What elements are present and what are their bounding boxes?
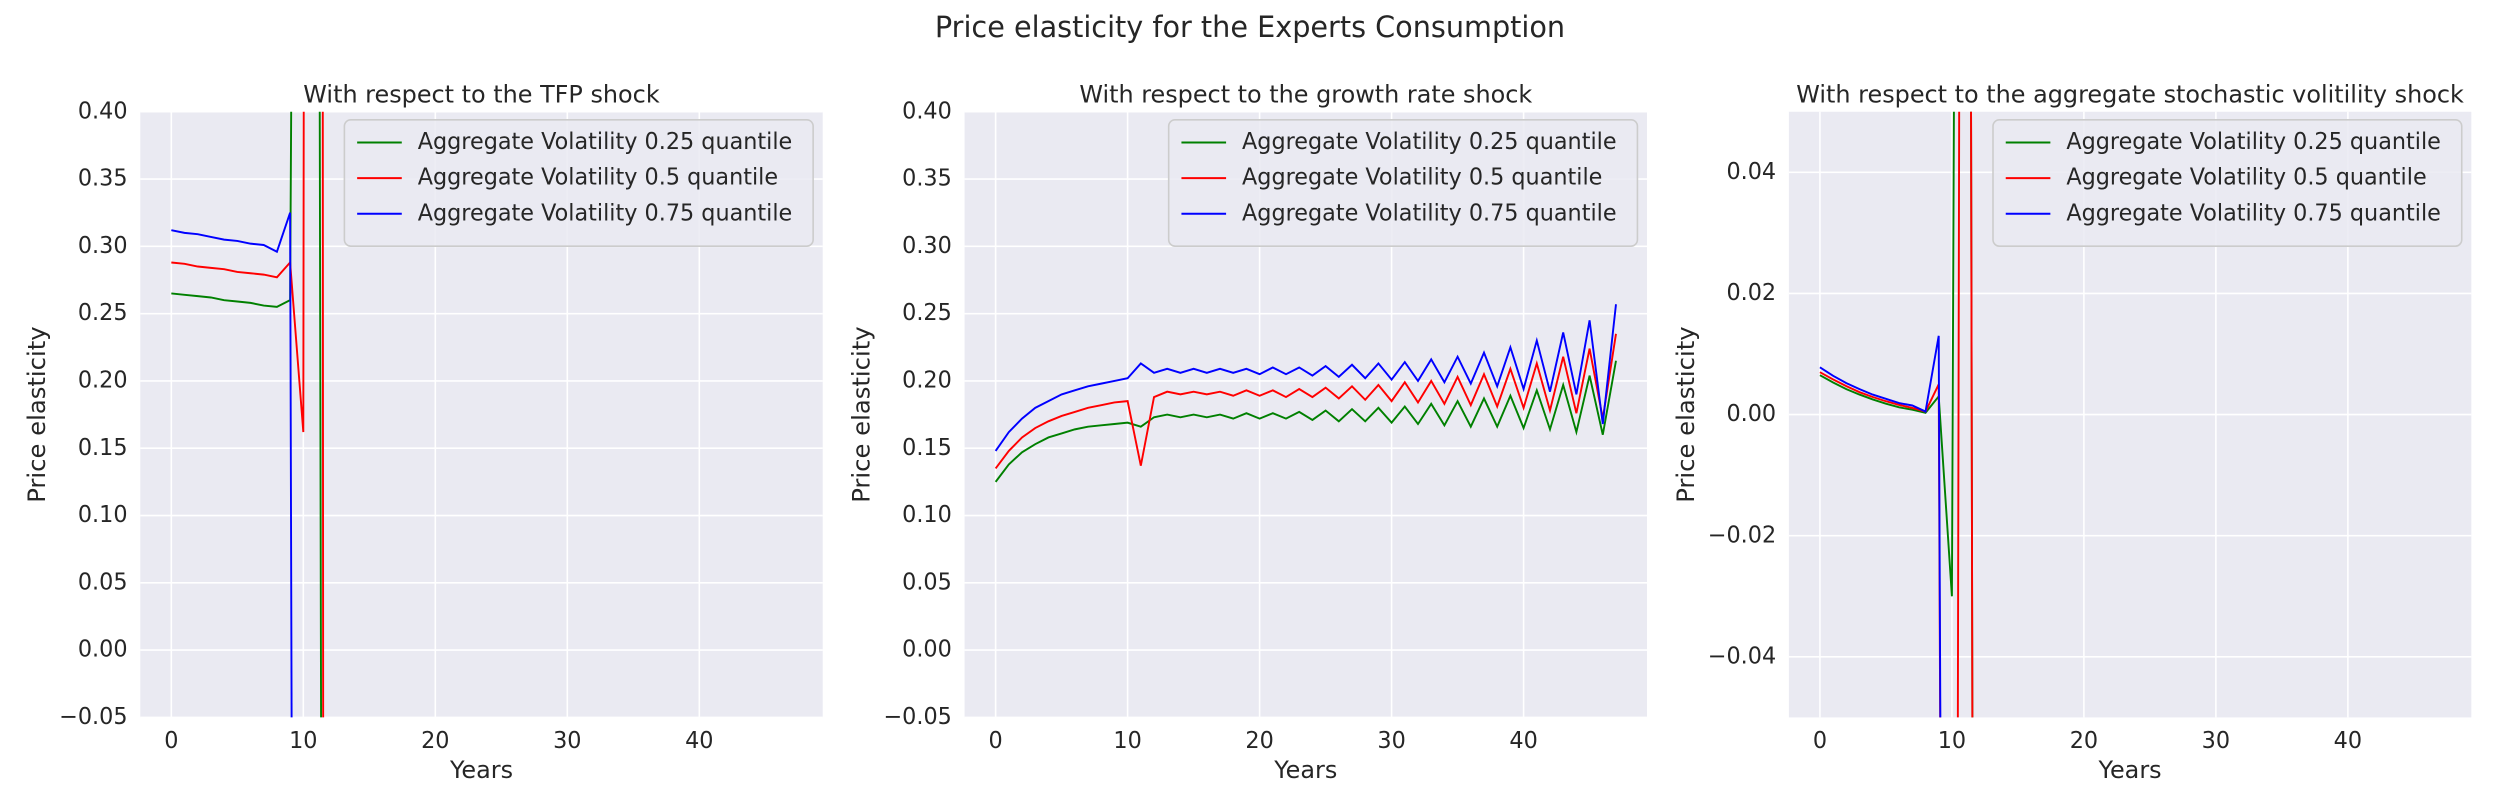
series-line [994, 333, 1617, 470]
legend-box [343, 119, 814, 247]
y-tick-label: 0.02 [1726, 280, 1776, 306]
x-tick-label: 10 [289, 728, 317, 754]
x-tick-label: 10 [1113, 728, 1141, 754]
x-tick-label: 40 [2334, 728, 2362, 754]
y-tick-label: 0.35 [78, 165, 128, 191]
y-axis-label: Price elasticity [1672, 326, 1700, 502]
y-tick-label: 0.20 [78, 367, 128, 393]
chart: −0.05 0.00 0.05 0.10 0.15 0.20 0.25 0.30 0.35 0.4… [848, 80, 1648, 784]
series-line [1819, 335, 1942, 718]
series-line [1819, 111, 1974, 718]
figure-title: Price elasticity for the Experts Consump… [935, 10, 1565, 44]
x-tick-label: 40 [685, 728, 713, 754]
y-tick-label: 0.10 [78, 502, 128, 528]
legend-label: Aggregate Volatility 0.25 quantile [2066, 129, 2441, 155]
legend-box [1992, 119, 2463, 247]
x-tick-label: 30 [1377, 728, 1405, 754]
y-tick-label: −0.05 [883, 704, 951, 730]
y-tick-label: 0.20 [902, 367, 952, 393]
legend: Aggregate Volatility 0.25 quantile Aggreg… [1167, 119, 1639, 247]
series-line [171, 111, 323, 718]
y-axis-label: Price elasticity [23, 326, 51, 502]
chart-title: With respect to the growth rate shock [1079, 80, 1532, 108]
y-tick-label: 0.25 [78, 300, 128, 326]
y-tick-label: 0.40 [902, 98, 952, 124]
legend-label: Aggregate Volatility 0.25 quantile [418, 129, 793, 155]
series-line [994, 304, 1617, 452]
x-axis-label: Years [2098, 756, 2162, 784]
legend: Aggregate Volatility 0.25 quantile Aggreg… [1992, 119, 2463, 247]
y-tick-label: 0.05 [78, 569, 128, 595]
y-tick-label: 0.00 [78, 637, 128, 663]
x-tick-label: 0 [1813, 728, 1827, 754]
legend-label: Aggregate Volatility 0.75 quantile [2066, 200, 2441, 226]
legend-label: Aggregate Volatility 0.5 quantile [418, 165, 778, 191]
y-tick-label: −0.05 [59, 704, 127, 730]
x-axis-label: Years [449, 756, 513, 784]
chart-title: With respect to the aggregate stochastic… [1796, 80, 2464, 108]
chart: −0.04 −0.02 0.00 0.02 0.04 0 10 20 30 40 With resp… [1672, 80, 2472, 784]
x-tick-label: 0 [164, 728, 178, 754]
legend: Aggregate Volatility 0.25 quantile Aggreg… [343, 119, 814, 247]
y-tick-label: 0.15 [902, 435, 952, 461]
y-tick-label: 0.30 [902, 233, 952, 259]
y-tick-label: 0.10 [902, 502, 952, 528]
x-tick-label: 40 [1509, 728, 1537, 754]
x-tick-label: 20 [421, 728, 449, 754]
chart-title: With respect to the TFP shock [303, 80, 659, 108]
y-axis-label: Price elasticity [848, 326, 876, 502]
x-tick-label: 20 [1245, 728, 1273, 754]
x-tick-label: 20 [2070, 728, 2098, 754]
series-line [1819, 111, 1974, 718]
x-tick-label: 30 [2202, 728, 2230, 754]
series-line [171, 111, 325, 718]
x-tick-label: 30 [553, 728, 581, 754]
x-axis-label: Years [1273, 756, 1337, 784]
legend-label: Aggregate Volatility 0.5 quantile [2066, 165, 2426, 191]
y-tick-label: 0.35 [902, 165, 952, 191]
legend-label: Aggregate Volatility 0.25 quantile [1242, 129, 1617, 155]
y-tick-label: 0.00 [1726, 401, 1776, 427]
y-tick-label: 0.04 [1726, 159, 1776, 185]
x-tick-label: 10 [1938, 728, 1966, 754]
y-tick-label: −0.02 [1708, 522, 1776, 548]
legend-box [1167, 119, 1639, 247]
series-line [994, 360, 1617, 483]
y-tick-label: −0.04 [1708, 643, 1776, 669]
y-tick-label: 0.40 [78, 98, 128, 124]
y-tick-label: 0.05 [902, 569, 952, 595]
chart: −0.05 0.00 0.05 0.10 0.15 0.20 0.25 0.30 0.35 0.4… [23, 80, 823, 784]
legend-label: Aggregate Volatility 0.75 quantile [418, 200, 793, 226]
series-line [171, 212, 293, 718]
legend-label: Aggregate Volatility 0.5 quantile [1242, 165, 1602, 191]
x-tick-label: 0 [989, 728, 1003, 754]
y-tick-label: 0.00 [902, 637, 952, 663]
y-tick-label: 0.30 [78, 233, 128, 259]
y-tick-label: 0.25 [902, 300, 952, 326]
legend-label: Aggregate Volatility 0.75 quantile [1242, 200, 1617, 226]
y-tick-label: 0.15 [78, 435, 128, 461]
